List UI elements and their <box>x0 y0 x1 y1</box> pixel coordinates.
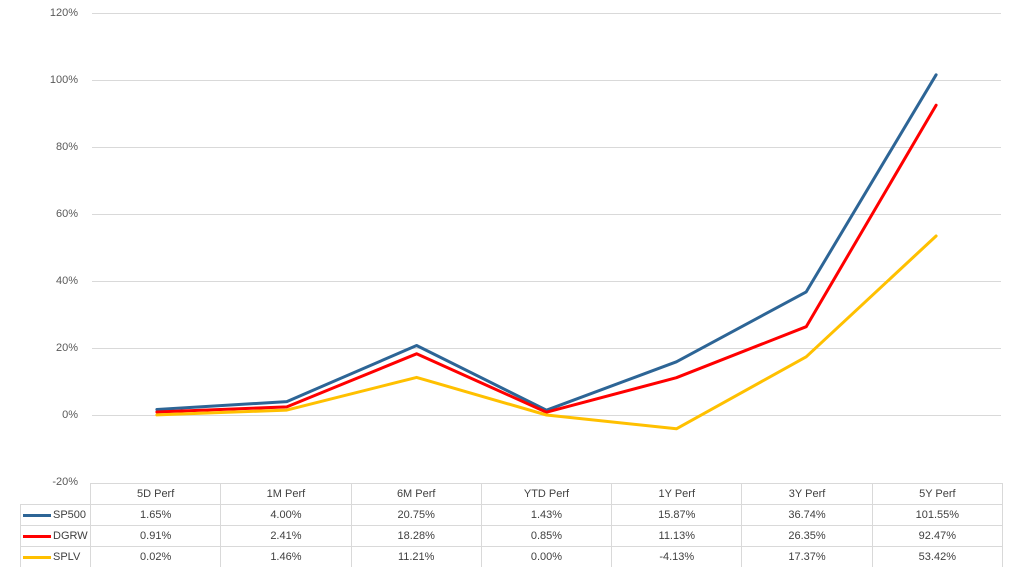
value-cell: -4.13% <box>611 546 743 567</box>
series-name-label: DGRW <box>53 530 88 542</box>
y-axis-tick-label: 60% <box>55 208 78 220</box>
legend-line-swatch <box>23 555 51 559</box>
gridline <box>92 281 1001 282</box>
gridline <box>92 80 1001 81</box>
column-header: 3Y Perf <box>741 483 873 505</box>
value-cell: 0.85% <box>480 525 613 547</box>
series-name-label: SPLV <box>53 551 81 563</box>
y-axis-tick-label: -20% <box>52 476 78 488</box>
value-cell: 53.42% <box>871 546 1003 567</box>
legend-line-swatch <box>23 513 51 517</box>
y-axis-tick-label: 100% <box>49 74 78 86</box>
column-header: 6M Perf <box>350 483 482 505</box>
value-cell: 92.47% <box>871 525 1003 547</box>
value-cell: 1.65% <box>89 504 222 526</box>
value-cell: 0.00% <box>480 546 613 567</box>
y-axis-tick-label: 40% <box>55 275 78 287</box>
column-header: YTD Perf <box>480 483 613 505</box>
series-line-sp500 <box>155 73 938 412</box>
value-cell: 36.74% <box>741 504 873 526</box>
series-line-splv <box>155 234 938 431</box>
y-axis-tick-label: 120% <box>49 7 78 19</box>
gridline <box>92 348 1001 349</box>
legend-cell-dgrw: DGRW <box>20 525 91 547</box>
gridline <box>92 13 1001 14</box>
value-cell: 11.13% <box>611 525 743 547</box>
value-cell: 18.28% <box>350 525 482 547</box>
y-axis-tick-label: 0% <box>62 409 78 421</box>
y-axis-tick-label: 20% <box>55 342 78 354</box>
legend-line-swatch <box>23 534 51 538</box>
value-cell: 2.41% <box>220 525 352 547</box>
column-header: 1M Perf <box>220 483 352 505</box>
value-cell: 1.43% <box>480 504 613 526</box>
table-row-sp500: SP500 1.65% 4.00% 20.75% 1.43% 15.87% 36.74% 10… <box>20 504 1003 526</box>
series-name-label: SP500 <box>53 509 87 521</box>
table-header-row: 5D Perf 1M Perf 6M Perf YTD Perf 1Y Perf 3Y P… <box>21 483 1003 505</box>
value-cell: 15.87% <box>611 504 743 526</box>
series-line-dgrw <box>155 103 938 414</box>
table-row-dgrw: DGRW 0.91% 2.41% 18.28% 0.85% 11.13% 26.35% 92.… <box>20 525 1003 547</box>
gridline <box>92 147 1001 148</box>
y-axis-tick-label: 80% <box>55 141 78 153</box>
column-header: 1Y Perf <box>611 483 743 505</box>
value-cell: 20.75% <box>350 504 482 526</box>
value-cell: 0.02% <box>89 546 222 567</box>
data-table: 5D Perf 1M Perf 6M Perf YTD Perf 1Y Perf 3Y P… <box>20 483 1003 567</box>
value-cell: 101.55% <box>871 504 1003 526</box>
value-cell: 1.46% <box>220 546 352 567</box>
table-corner-cell <box>21 484 91 505</box>
value-cell: 0.91% <box>89 525 222 547</box>
legend-cell-splv: SPLV <box>20 546 91 567</box>
value-cell: 11.21% <box>350 546 482 567</box>
legend-cell-sp500: SP500 <box>20 504 91 526</box>
column-header: 5D Perf <box>89 483 222 505</box>
column-header: 5Y Perf <box>871 483 1003 505</box>
value-cell: 17.37% <box>741 546 873 567</box>
gridline <box>92 214 1001 215</box>
table-row-splv: SPLV 0.02% 1.46% 11.21% 0.00% -4.13% 17.37% 53.… <box>20 546 1003 567</box>
value-cell: 4.00% <box>220 504 352 526</box>
value-cell: 26.35% <box>741 525 873 547</box>
